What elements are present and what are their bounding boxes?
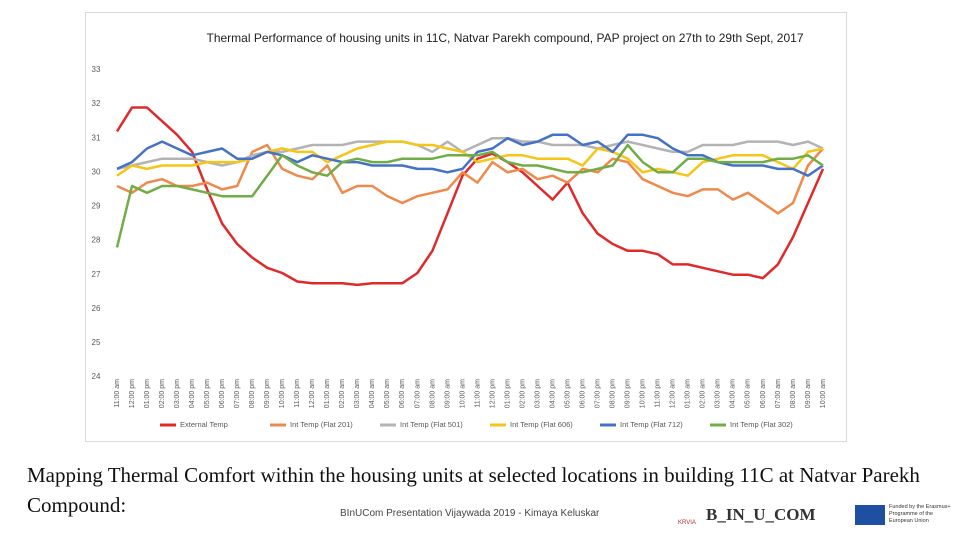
y-tick-label: 33 (92, 65, 101, 74)
legend-label: Int Temp (Flat 712) (620, 420, 683, 429)
x-tick-label: 09:00 pm (625, 379, 632, 408)
y-tick-label: 26 (92, 304, 101, 313)
x-tick-label: 09:00 am (444, 379, 451, 408)
x-tick-label: 04:00 pm (189, 379, 196, 408)
series-line (116, 136, 824, 171)
x-tick-label: 12:00 am (670, 379, 677, 408)
legend-label: Int Temp (Flat 302) (730, 420, 793, 429)
series-line (115, 106, 825, 287)
x-tick-label: 08:00 am (790, 379, 797, 408)
x-tick-label: 07:00 pm (595, 379, 602, 408)
slide-caption: Mapping Thermal Comfort within the housi… (27, 463, 920, 517)
x-tick-label: 05:00 pm (204, 379, 211, 408)
x-tick-label: 09:00 am (805, 379, 812, 408)
x-tick-label: 03:00 pm (174, 379, 181, 408)
x-tick-label: 02:00 am (339, 379, 346, 408)
chart-title: Thermal Performance of housing units in … (206, 31, 804, 45)
y-tick-label: 29 (92, 202, 101, 211)
x-tick-label: 04:00 am (730, 379, 737, 408)
x-tick-label: 11:00 am (114, 379, 121, 408)
chart-frame (85, 12, 847, 442)
x-tick-label: 11:00 am (474, 379, 481, 408)
x-tick-label: 08:00 pm (610, 379, 617, 408)
x-tick-label: 01:00 am (685, 379, 692, 408)
eu-text: Funded by the Erasmus+ Programme of the … (889, 504, 951, 524)
x-tick-label: 12:00 pm (129, 379, 136, 408)
y-tick-label: 24 (92, 372, 101, 381)
x-tick-label: 01:00 pm (144, 379, 151, 408)
x-tick-label: 04:00 am (369, 379, 376, 408)
x-tick-label: 11:00 pm (655, 379, 662, 408)
x-tick-label: 05:00 am (745, 379, 752, 408)
series-line (116, 143, 824, 215)
series-line (115, 143, 824, 248)
x-tick-label: 12:00 am (309, 379, 316, 408)
x-tick-label: 06:00 am (399, 379, 406, 408)
x-tick-label: 11:00 pm (294, 379, 301, 408)
x-tick-label: 02:00 pm (159, 379, 166, 408)
y-tick-label: 30 (92, 167, 101, 176)
x-tick-label: 10:00 am (820, 379, 827, 408)
legend-label: External Temp (180, 420, 228, 429)
eu-flag (855, 505, 885, 525)
y-tick-label: 28 (92, 236, 101, 245)
x-tick-label: 03:00 pm (534, 379, 541, 408)
series-line (116, 133, 824, 177)
series-line (116, 140, 824, 177)
x-tick-label: 08:00 am (429, 379, 436, 408)
x-tick-label: 06:00 pm (219, 379, 226, 408)
x-tick-label: 03:00 am (715, 379, 722, 408)
x-tick-label: 10:00 pm (279, 379, 286, 408)
logo: B_IN_U_COM (706, 505, 816, 524)
krvia-logo: KRVIA (678, 520, 696, 526)
x-tick-label: 10:00 pm (640, 379, 647, 408)
x-tick-label: 02:00 pm (519, 379, 526, 408)
x-tick-label: 04:00 pm (549, 379, 556, 408)
x-tick-label: 10:00 am (459, 379, 466, 408)
x-tick-label: 06:00 pm (580, 379, 587, 408)
x-tick-label: 01:00 am (324, 379, 331, 408)
x-tick-label: 07:00 am (775, 379, 782, 408)
legend-label: Int Temp (Flat 606) (510, 420, 573, 429)
footer: BInUCom Presentation Vijaywada 2019 - Ki… (340, 508, 600, 519)
x-tick-label: 09:00 pm (264, 379, 271, 408)
x-tick-label: 07:00 pm (234, 379, 241, 408)
x-tick-label: 05:00 pm (564, 379, 571, 408)
x-tick-label: 12:00 pm (489, 379, 496, 408)
x-tick-label: 01:00 pm (504, 379, 511, 408)
y-tick-label: 32 (92, 99, 101, 108)
y-tick-label: 25 (92, 338, 101, 347)
x-tick-label: 06:00 am (760, 379, 767, 408)
x-tick-label: 02:00 am (700, 379, 707, 408)
legend-label: Int Temp (Flat 501) (400, 420, 463, 429)
x-tick-label: 07:00 am (414, 379, 421, 408)
y-tick-label: 27 (92, 270, 101, 279)
legend-label: Int Temp (Flat 201) (290, 420, 353, 429)
y-tick-label: 31 (92, 133, 101, 142)
x-tick-label: 05:00 am (384, 379, 391, 408)
x-tick-label: 08:00 pm (249, 379, 256, 408)
x-tick-label: 03:00 am (354, 379, 361, 408)
